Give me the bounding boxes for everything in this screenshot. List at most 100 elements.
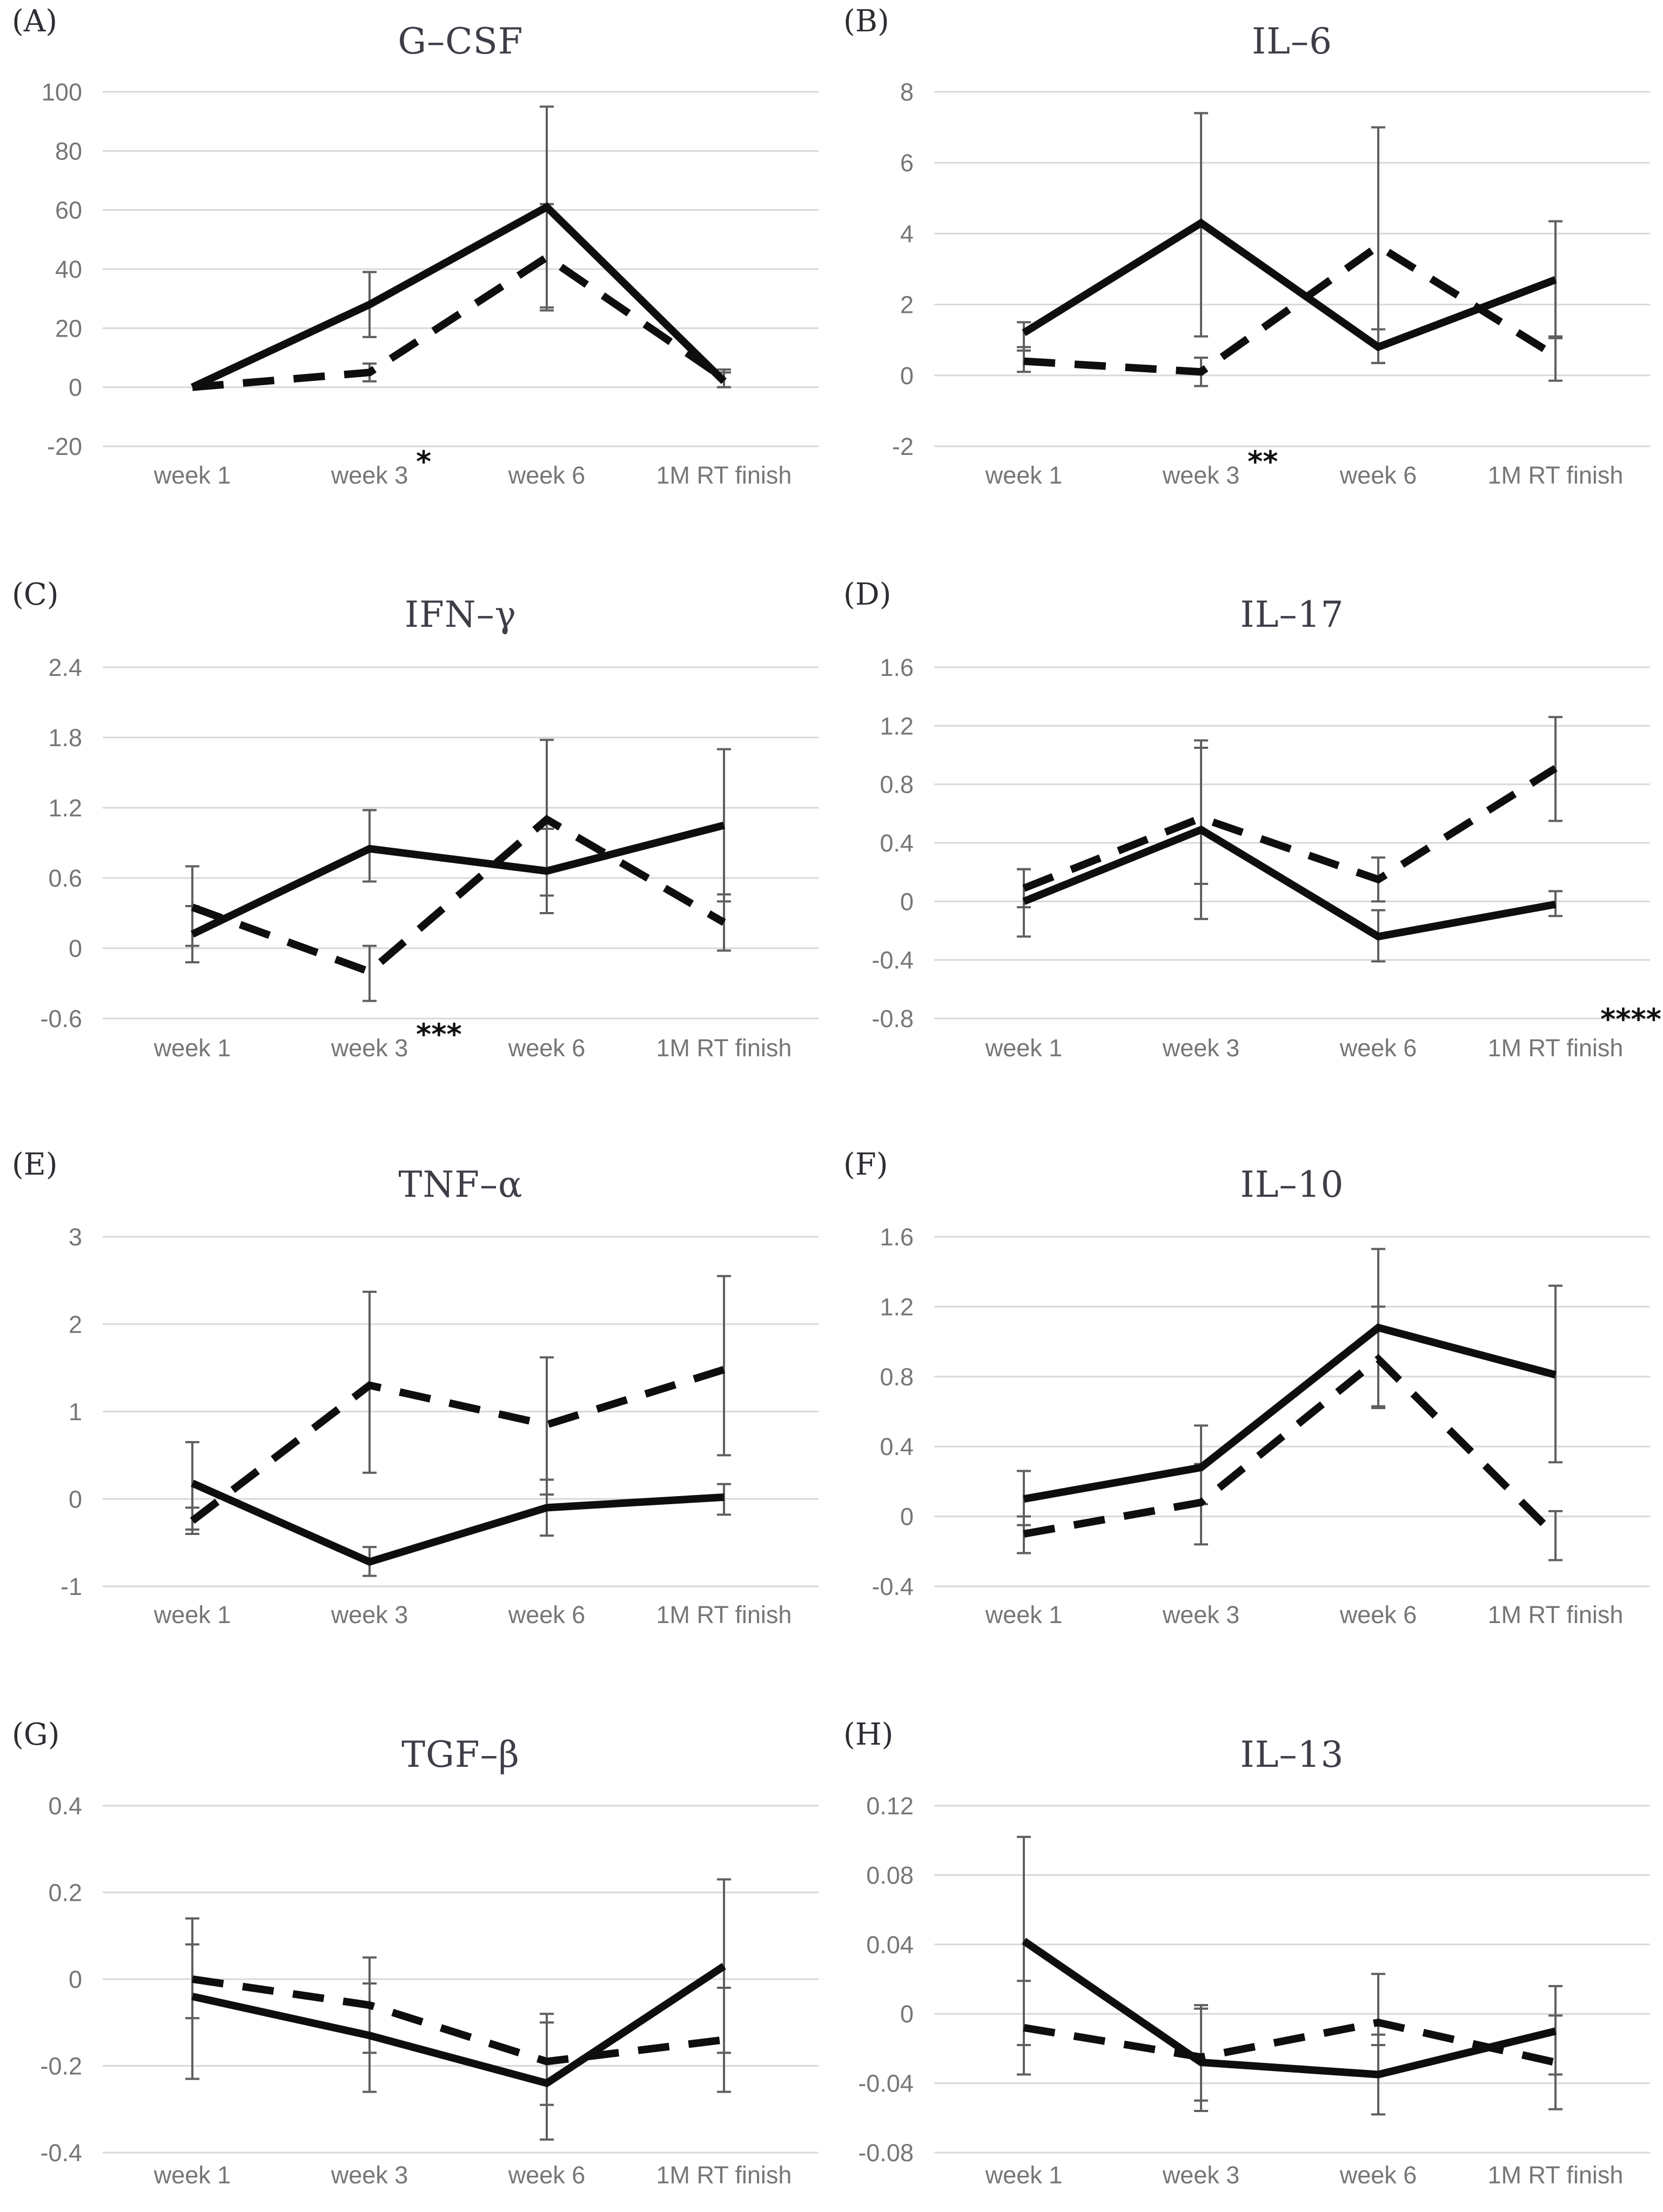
- x-category-label: week 6: [1339, 1034, 1417, 1062]
- series-line-solid: [1022, 1938, 1557, 2079]
- error-bar: [363, 944, 377, 1002]
- y-tick-label: -20: [47, 433, 82, 460]
- chart-panel-e: (E) TNF–α 3 2 1 0 -1 week 1 week 3 week 6 1M RT …: [0, 1105, 832, 1658]
- line-chart-svg: 100 80 60 40 20 0 -20 week 1 week 3 week 6 1M RT f…: [42, 78, 819, 489]
- line-chart-svg: 3 2 1 0 -1 week 1 week 3 week 6 1M RT finish: [61, 1223, 819, 1628]
- panel-letter: (C): [12, 577, 59, 612]
- significance-annotation: *: [416, 445, 431, 479]
- y-tick-label: -0.4: [871, 1573, 914, 1600]
- series-line-solid: [190, 821, 725, 938]
- chart-panel-h: (H) IL–13 0.12 0.08 0.04 0 -0.04 -0.08 week 1 w…: [832, 1658, 1663, 2211]
- series-line-dashed: [1022, 765, 1558, 892]
- error-bar: [363, 1982, 377, 2054]
- y-tick-label: -1: [61, 1573, 82, 1600]
- x-category-label: 1M RT finish: [656, 1601, 792, 1628]
- y-tick-label: 0: [69, 1485, 82, 1513]
- error-bar: [1017, 1980, 1031, 2046]
- x-category-label: 1M RT finish: [1488, 1034, 1624, 1062]
- x-category-label: week 3: [1162, 2161, 1240, 2189]
- x-category-label: week 6: [508, 461, 586, 489]
- x-category-label: week 3: [331, 1034, 408, 1062]
- chart-title: IL–6: [1252, 21, 1332, 62]
- chart-panel-c: (C) IFN–γ 2.4 1.8 1.2 0.6 0 -0.6 week 1 week 3 w…: [0, 553, 832, 1105]
- series-line-dashed: [191, 815, 726, 976]
- panel-letter: (B): [843, 4, 889, 39]
- x-category-label: week 1: [153, 461, 231, 489]
- series-line-solid: [1022, 825, 1557, 941]
- x-category-label: week 6: [508, 1601, 586, 1628]
- chart-panel-f: (F) IL–10 1.6 1.2 0.8 0.4 0 -0.4 week 1 week 3 w…: [832, 1105, 1663, 1658]
- y-tick-label: 2.4: [48, 654, 82, 681]
- x-category-label: 1M RT finish: [656, 1034, 792, 1062]
- line-chart-svg: 2.4 1.8 1.2 0.6 0 -0.6 week 1 week 3 week 6 1M RT…: [40, 654, 819, 1062]
- y-tick-label: 6: [900, 149, 914, 177]
- error-bar: [1194, 739, 1208, 885]
- y-tick-label: 0: [900, 888, 914, 915]
- series-line-solid: [1022, 218, 1557, 352]
- chart-title: IFN–γ: [404, 594, 517, 635]
- series-line-solid: [191, 1479, 725, 1566]
- y-tick-label: 4: [900, 220, 914, 247]
- significance-annotation: ****: [1600, 1002, 1661, 1036]
- chart-title: TGF–β: [401, 1734, 520, 1775]
- panel-letter: (E): [12, 1147, 58, 1182]
- chart-title: IL–17: [1240, 594, 1344, 635]
- y-tick-label: -0.04: [858, 2070, 914, 2097]
- chart-title: G–CSF: [398, 21, 524, 62]
- x-category-label: week 3: [331, 461, 408, 489]
- y-tick-label: 0.4: [48, 1792, 82, 1820]
- x-category-label: 1M RT finish: [1488, 1601, 1624, 1628]
- x-category-label: week 3: [1162, 461, 1240, 489]
- y-tick-label: 0.8: [880, 771, 914, 799]
- panel-letter: (G): [12, 1717, 60, 1752]
- y-tick-label: 0: [69, 935, 82, 962]
- panel-letter: (H): [843, 1717, 894, 1752]
- y-tick-label: 1.2: [880, 1293, 914, 1321]
- error-bar: [717, 1878, 731, 2093]
- y-tick-label: 20: [55, 314, 82, 342]
- x-category-label: week 3: [1162, 1601, 1240, 1628]
- y-tick-label: 100: [42, 78, 82, 106]
- y-tick-label: 0.12: [866, 1792, 914, 1820]
- series-line-dashed: [1023, 1354, 1558, 1539]
- y-tick-label: 40: [55, 256, 82, 283]
- error-bar: [1017, 1515, 1031, 1554]
- x-category-label: week 1: [985, 1034, 1063, 1062]
- x-category-label: week 6: [508, 2161, 586, 2189]
- x-category-label: week 6: [1339, 1601, 1417, 1628]
- series-line-solid: [1023, 1323, 1557, 1503]
- panel-letter: (F): [843, 1147, 888, 1182]
- y-tick-label: -0.2: [40, 2053, 82, 2080]
- y-tick-label: 0: [69, 374, 82, 401]
- series-line-dashed: [192, 252, 726, 391]
- series-line-solid: [191, 1963, 726, 2088]
- chart-panel-a: (A) G–CSF 100 80 60 40 20 0 -20 week 1 week 3 wee…: [0, 0, 832, 553]
- y-tick-label: 0: [900, 362, 914, 390]
- y-tick-label: -0.8: [871, 1005, 914, 1033]
- y-tick-label: 1: [69, 1398, 82, 1426]
- x-category-label: week 1: [985, 2161, 1063, 2189]
- y-tick-label: 2: [69, 1311, 82, 1338]
- error-bar: [1371, 1973, 1385, 2046]
- chart-title: IL–10: [1240, 1164, 1344, 1205]
- line-chart-svg: 0.12 0.08 0.04 0 -0.04 -0.08 week 1 week 3 week …: [858, 1792, 1650, 2189]
- error-bar: [1548, 1510, 1563, 1561]
- chart-panel-g: (G) TGF–β 0.4 0.2 0 -0.2 -0.4 week 1 week 3 wee…: [0, 1658, 832, 2211]
- x-category-label: week 6: [1339, 461, 1417, 489]
- x-category-label: week 1: [985, 1601, 1063, 1628]
- series-line-dashed: [191, 1975, 725, 2066]
- error-bar: [540, 1356, 554, 1496]
- y-tick-label: -0.4: [871, 947, 914, 974]
- y-tick-label: 0: [900, 1503, 914, 1531]
- y-tick-label: -0.4: [40, 2139, 82, 2167]
- panel-letter: (A): [12, 4, 58, 39]
- y-tick-label: 0: [900, 2000, 914, 2028]
- x-category-label: week 1: [153, 1601, 231, 1628]
- significance-annotation: ***: [416, 1017, 462, 1051]
- y-tick-label: 0.2: [48, 1879, 82, 1907]
- y-tick-label: 0.8: [880, 1363, 914, 1391]
- y-tick-label: 1.8: [48, 724, 82, 752]
- x-category-label: week 1: [985, 461, 1063, 489]
- chart-title: IL–13: [1240, 1734, 1344, 1775]
- chart-title: TNF–α: [398, 1164, 523, 1205]
